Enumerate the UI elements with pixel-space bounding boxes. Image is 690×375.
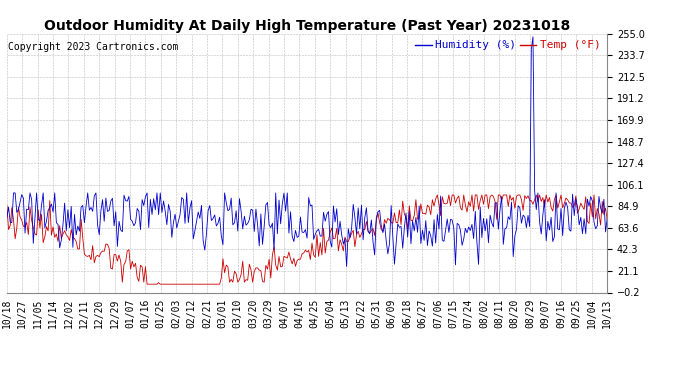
- Text: Copyright 2023 Cartronics.com: Copyright 2023 Cartronics.com: [8, 42, 178, 51]
- Title: Outdoor Humidity At Daily High Temperature (Past Year) 20231018: Outdoor Humidity At Daily High Temperatu…: [44, 19, 570, 33]
- Legend: Humidity (%), Temp (°F): Humidity (%), Temp (°F): [411, 36, 605, 55]
